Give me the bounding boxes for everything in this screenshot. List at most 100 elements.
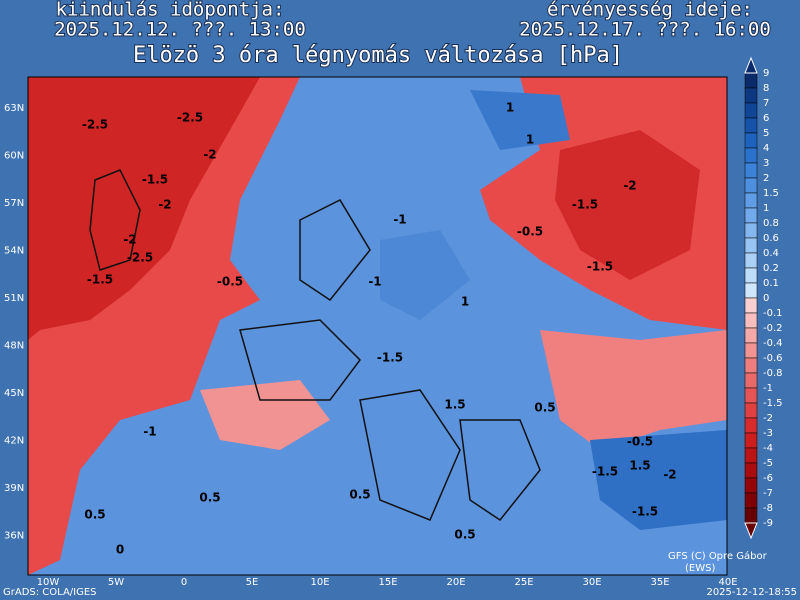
colorbar-label: 0.8 xyxy=(763,218,779,229)
lat-label: 48N xyxy=(4,341,24,352)
red-area-alps xyxy=(200,380,330,450)
blue-area-turkey xyxy=(590,430,727,530)
colorbar-arrow-bottom xyxy=(744,522,758,540)
blue-area-baltic xyxy=(470,90,570,150)
lon-label: 30E xyxy=(582,577,601,588)
colorbar-label: -8 xyxy=(763,503,773,514)
colorbar-segment xyxy=(744,492,758,509)
contour-label: -2 xyxy=(623,179,636,193)
contour-label: -2 xyxy=(203,148,216,162)
colorbar-segment xyxy=(744,207,758,224)
contour-label: -0.5 xyxy=(517,225,543,239)
colorbar-segment xyxy=(744,432,758,449)
contour-label: 0.5 xyxy=(534,401,555,415)
valid-time: 2025.12.17. ???. 16:00 xyxy=(519,19,771,41)
colorbar-segment xyxy=(744,117,758,134)
contour-label: 0.5 xyxy=(84,508,105,522)
lon-label: 5W xyxy=(108,577,124,588)
contour-label: -2 xyxy=(663,468,676,482)
coastline-sketch xyxy=(89,169,541,522)
colorbar-segment xyxy=(744,372,758,389)
footer-right: 2025-12-12-18:55 xyxy=(706,587,797,598)
colorbar-label: 0.2 xyxy=(763,263,779,274)
contour-label: -1.5 xyxy=(632,505,658,519)
map-title: Elözö 3 óra légnyomás változása [hPa] xyxy=(133,43,623,68)
colorbar-label: -2 xyxy=(763,413,773,424)
colorbar-segment xyxy=(744,222,758,239)
colorbar-label: -3 xyxy=(763,428,773,439)
credit-line: GFS (C) Opre Gábor xyxy=(668,550,768,562)
colorbar-label: -5 xyxy=(763,458,773,469)
contour-label: -1.5 xyxy=(87,273,113,287)
red-area-east-core xyxy=(555,130,700,280)
start-label: kiindulás idöpontja: xyxy=(56,0,285,21)
colorbar-segment xyxy=(744,402,758,419)
colorbar-label: 1 xyxy=(763,203,769,214)
colorbar-label: -0.4 xyxy=(763,338,783,349)
colorbar-label: 1.5 xyxy=(763,188,779,199)
lon-label: 0 xyxy=(181,577,187,588)
contour-label: -1.5 xyxy=(587,260,613,274)
lat-label: 54N xyxy=(4,246,24,257)
lon-label: 40E xyxy=(718,577,737,588)
contour-label: 1 xyxy=(526,133,534,147)
colorbar-segment xyxy=(744,357,758,374)
colorbar-segment xyxy=(744,447,758,464)
contour-label: 0.5 xyxy=(199,491,220,505)
colorbar-label: 9 xyxy=(763,68,769,79)
colorbar-segment xyxy=(744,507,758,524)
colorbar-segment xyxy=(744,147,758,164)
contour-label: 1.5 xyxy=(629,459,650,473)
colorbar-label: -0.6 xyxy=(763,353,783,364)
colorbar-segment xyxy=(744,462,758,479)
colorbar-label: -6 xyxy=(763,473,773,484)
valid-label: érvényesség ideje: xyxy=(547,0,753,21)
lon-label: 10E xyxy=(310,577,329,588)
lat-label: 45N xyxy=(4,388,24,399)
colorbar-label: -9 xyxy=(763,518,773,529)
colorbar-segment xyxy=(744,327,758,344)
lon-label: 25E xyxy=(514,577,533,588)
contour-label: -1.5 xyxy=(142,173,168,187)
map-field xyxy=(28,77,727,575)
colorbar-segment xyxy=(744,312,758,329)
colorbar-segment xyxy=(744,237,758,254)
contour-label: -1 xyxy=(368,275,381,289)
map-frame xyxy=(27,76,728,576)
colorbar-segment xyxy=(744,417,758,434)
lat-label: 57N xyxy=(4,198,24,209)
credit-line: (EWS) xyxy=(685,563,715,574)
contour-label: -1 xyxy=(393,213,406,227)
colorbar-label: -0.8 xyxy=(763,368,783,379)
contour-label: -1 xyxy=(143,425,156,439)
colorbar-segment xyxy=(744,177,758,194)
lon-label: 35E xyxy=(650,577,669,588)
colorbar-label: 6 xyxy=(763,113,769,124)
lat-label: 39N xyxy=(4,483,24,494)
contour-label: 0.5 xyxy=(454,528,475,542)
contour-label: 0 xyxy=(116,543,124,557)
contour-label: 1 xyxy=(506,101,514,115)
colorbar-segment xyxy=(744,72,758,89)
contour-label: 1 xyxy=(461,295,469,309)
red-area-west-core xyxy=(28,77,260,340)
colorbar-label: -0.1 xyxy=(763,308,783,319)
colorbar-segment xyxy=(744,267,758,284)
colorbar-segment xyxy=(744,387,758,404)
contour-label: -1.5 xyxy=(592,465,618,479)
lat-label: 51N xyxy=(4,293,24,304)
colorbar-segment xyxy=(744,192,758,209)
contour-label: -1.5 xyxy=(377,351,403,365)
contour-label: -2.5 xyxy=(82,118,108,132)
colorbar-label: 3 xyxy=(763,158,769,169)
colorbar-label: 0 xyxy=(763,293,769,304)
colorbar-segment xyxy=(744,297,758,314)
colorbar-segment xyxy=(744,342,758,359)
colorbar-label: 7 xyxy=(763,98,769,109)
colorbar-label: -1 xyxy=(763,383,773,394)
contour-label: -2.5 xyxy=(127,251,153,265)
lon-label: 20E xyxy=(446,577,465,588)
colorbar-label: 8 xyxy=(763,83,769,94)
